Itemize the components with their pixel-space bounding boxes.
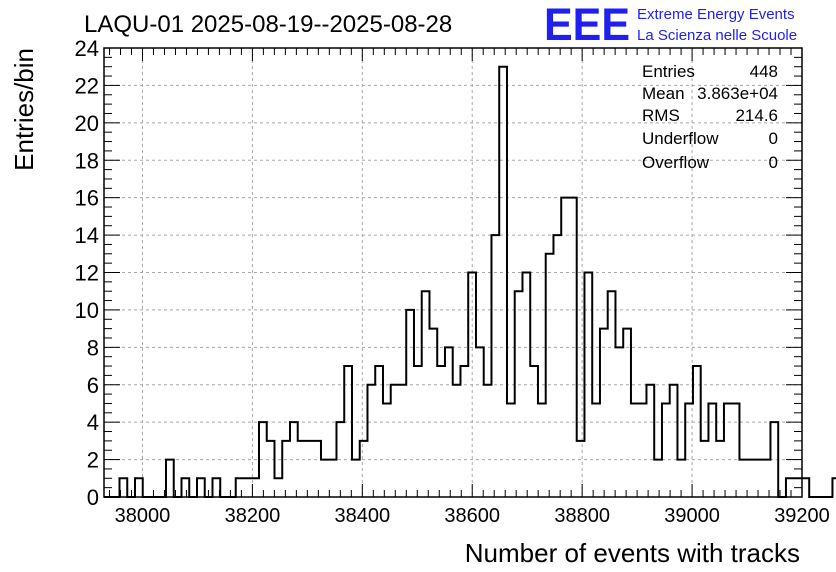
- x-axis-label: Number of events with tracks: [465, 538, 800, 568]
- x-tick-label: 38600: [444, 505, 500, 527]
- y-tick-label: 20: [75, 111, 99, 136]
- logo-line-1: Extreme Energy Events: [637, 6, 795, 23]
- eee-logo: EEE Extreme Energy Events La Scienza nel…: [544, 0, 797, 50]
- histogram-outline: [104, 65, 836, 498]
- y-tick-label: 18: [75, 148, 99, 173]
- stats-underflow-value: 0: [769, 129, 778, 148]
- grid: [104, 48, 802, 497]
- x-tick-label: 38200: [225, 505, 281, 527]
- stats-entries-value: 448: [750, 62, 778, 81]
- logo-line-2: La Scienza nelle Scuole: [637, 27, 797, 44]
- x-tick-label: 39000: [664, 505, 720, 527]
- x-tick-label: 38800: [554, 505, 610, 527]
- logo-mark: EEE: [544, 0, 630, 50]
- y-tick-label: 22: [75, 73, 99, 98]
- y-axis-label: Entries/bin: [9, 48, 39, 171]
- y-tick-label: 0: [87, 485, 99, 510]
- stats-rms-value: 214.6: [735, 106, 778, 125]
- y-tick-label: 12: [75, 261, 99, 286]
- y-tick-label: 10: [75, 298, 99, 323]
- y-tick-label: 8: [87, 335, 99, 360]
- stats-mean-label: Mean: [642, 84, 685, 103]
- y-tick-label: 14: [75, 223, 99, 248]
- y-tick-label: 6: [87, 373, 99, 398]
- y-tick-label: 4: [87, 410, 99, 435]
- stats-mean-value: 3.863e+04: [697, 84, 778, 103]
- y-tick-label: 16: [75, 186, 99, 211]
- x-tick-label: 38400: [335, 505, 391, 527]
- stats-box: Entries 448 Mean 3.863e+04 RMS 214.6 Und…: [642, 62, 778, 172]
- chart-title: LAQU-01 2025-08-19--2025-08-28: [84, 11, 452, 38]
- stats-underflow-label: Underflow: [642, 129, 719, 148]
- stats-overflow-value: 0: [769, 153, 778, 172]
- stats-overflow-label: Overflow: [642, 153, 710, 172]
- y-tick-label: 24: [75, 36, 99, 61]
- x-tick-label: 39200: [774, 505, 830, 527]
- stats-entries-label: Entries: [642, 62, 695, 81]
- y-tick-label: 2: [87, 448, 99, 473]
- x-tick-label: 38000: [115, 505, 171, 527]
- x-tick-labels: 38000 38200 38400 38600 38800 39000 39200: [115, 505, 830, 527]
- axis-ticks: [104, 47, 803, 498]
- stats-rms-label: RMS: [642, 106, 680, 125]
